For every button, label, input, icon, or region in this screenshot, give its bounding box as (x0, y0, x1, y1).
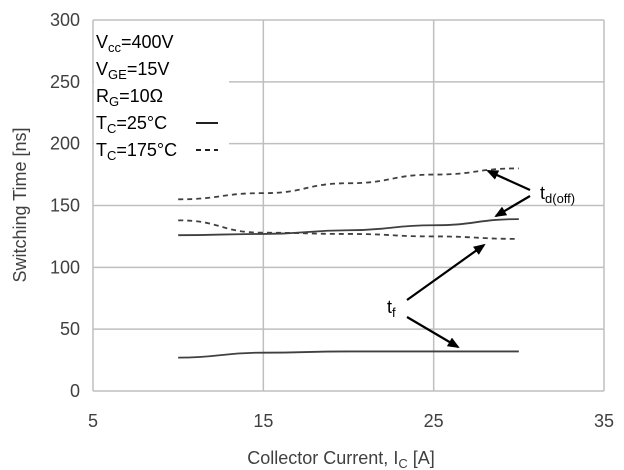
annotation-arrow-1 (486, 169, 531, 192)
annotation-arrows (406, 169, 531, 349)
tick-labels: 0 50 100 150 200 250 300 5 15 25 35 (50, 10, 614, 431)
y-tick-label: 250 (50, 72, 80, 92)
annotation-arrow-2 (494, 195, 531, 218)
x-axis-title: Collector Current, IC [A] (247, 448, 434, 470)
series-lines (178, 167, 519, 359)
series-line-1 (178, 167, 519, 201)
x-tick-label: 35 (594, 411, 614, 431)
legend-line: Vcc=400V (96, 32, 174, 55)
annotations: td(off) tf (387, 183, 575, 320)
legend-line: RG=10Ω (96, 86, 163, 109)
legend-line: TC=175°C (96, 140, 177, 163)
tf-label: tf (387, 297, 396, 320)
y-tick-label: 300 (50, 10, 80, 30)
series-line-2 (178, 218, 519, 237)
y-axis-title: Switching Time [ns] (10, 127, 30, 282)
x-tick-label: 15 (253, 411, 273, 431)
legend: Vcc=400V VGE=15V RG=10Ω TC=25°C TC=175°C (94, 21, 229, 188)
legend-line: VGE=15V (96, 59, 169, 82)
y-tick-label: 50 (60, 319, 80, 339)
td-off-label: td(off) (540, 183, 575, 206)
x-tick-label: 5 (88, 411, 98, 431)
y-tick-label: 100 (50, 257, 80, 277)
y-tick-label: 150 (50, 196, 80, 216)
series-line-4 (178, 350, 519, 359)
legend-background (94, 21, 229, 188)
y-tick-label: 200 (50, 134, 80, 154)
legend-line: TC=25°C (96, 113, 167, 136)
annotation-arrow-3 (406, 243, 486, 301)
annotation-arrow-4 (406, 316, 460, 349)
x-tick-label: 25 (424, 411, 444, 431)
y-tick-label: 0 (70, 381, 80, 401)
series-line-3 (178, 219, 519, 240)
